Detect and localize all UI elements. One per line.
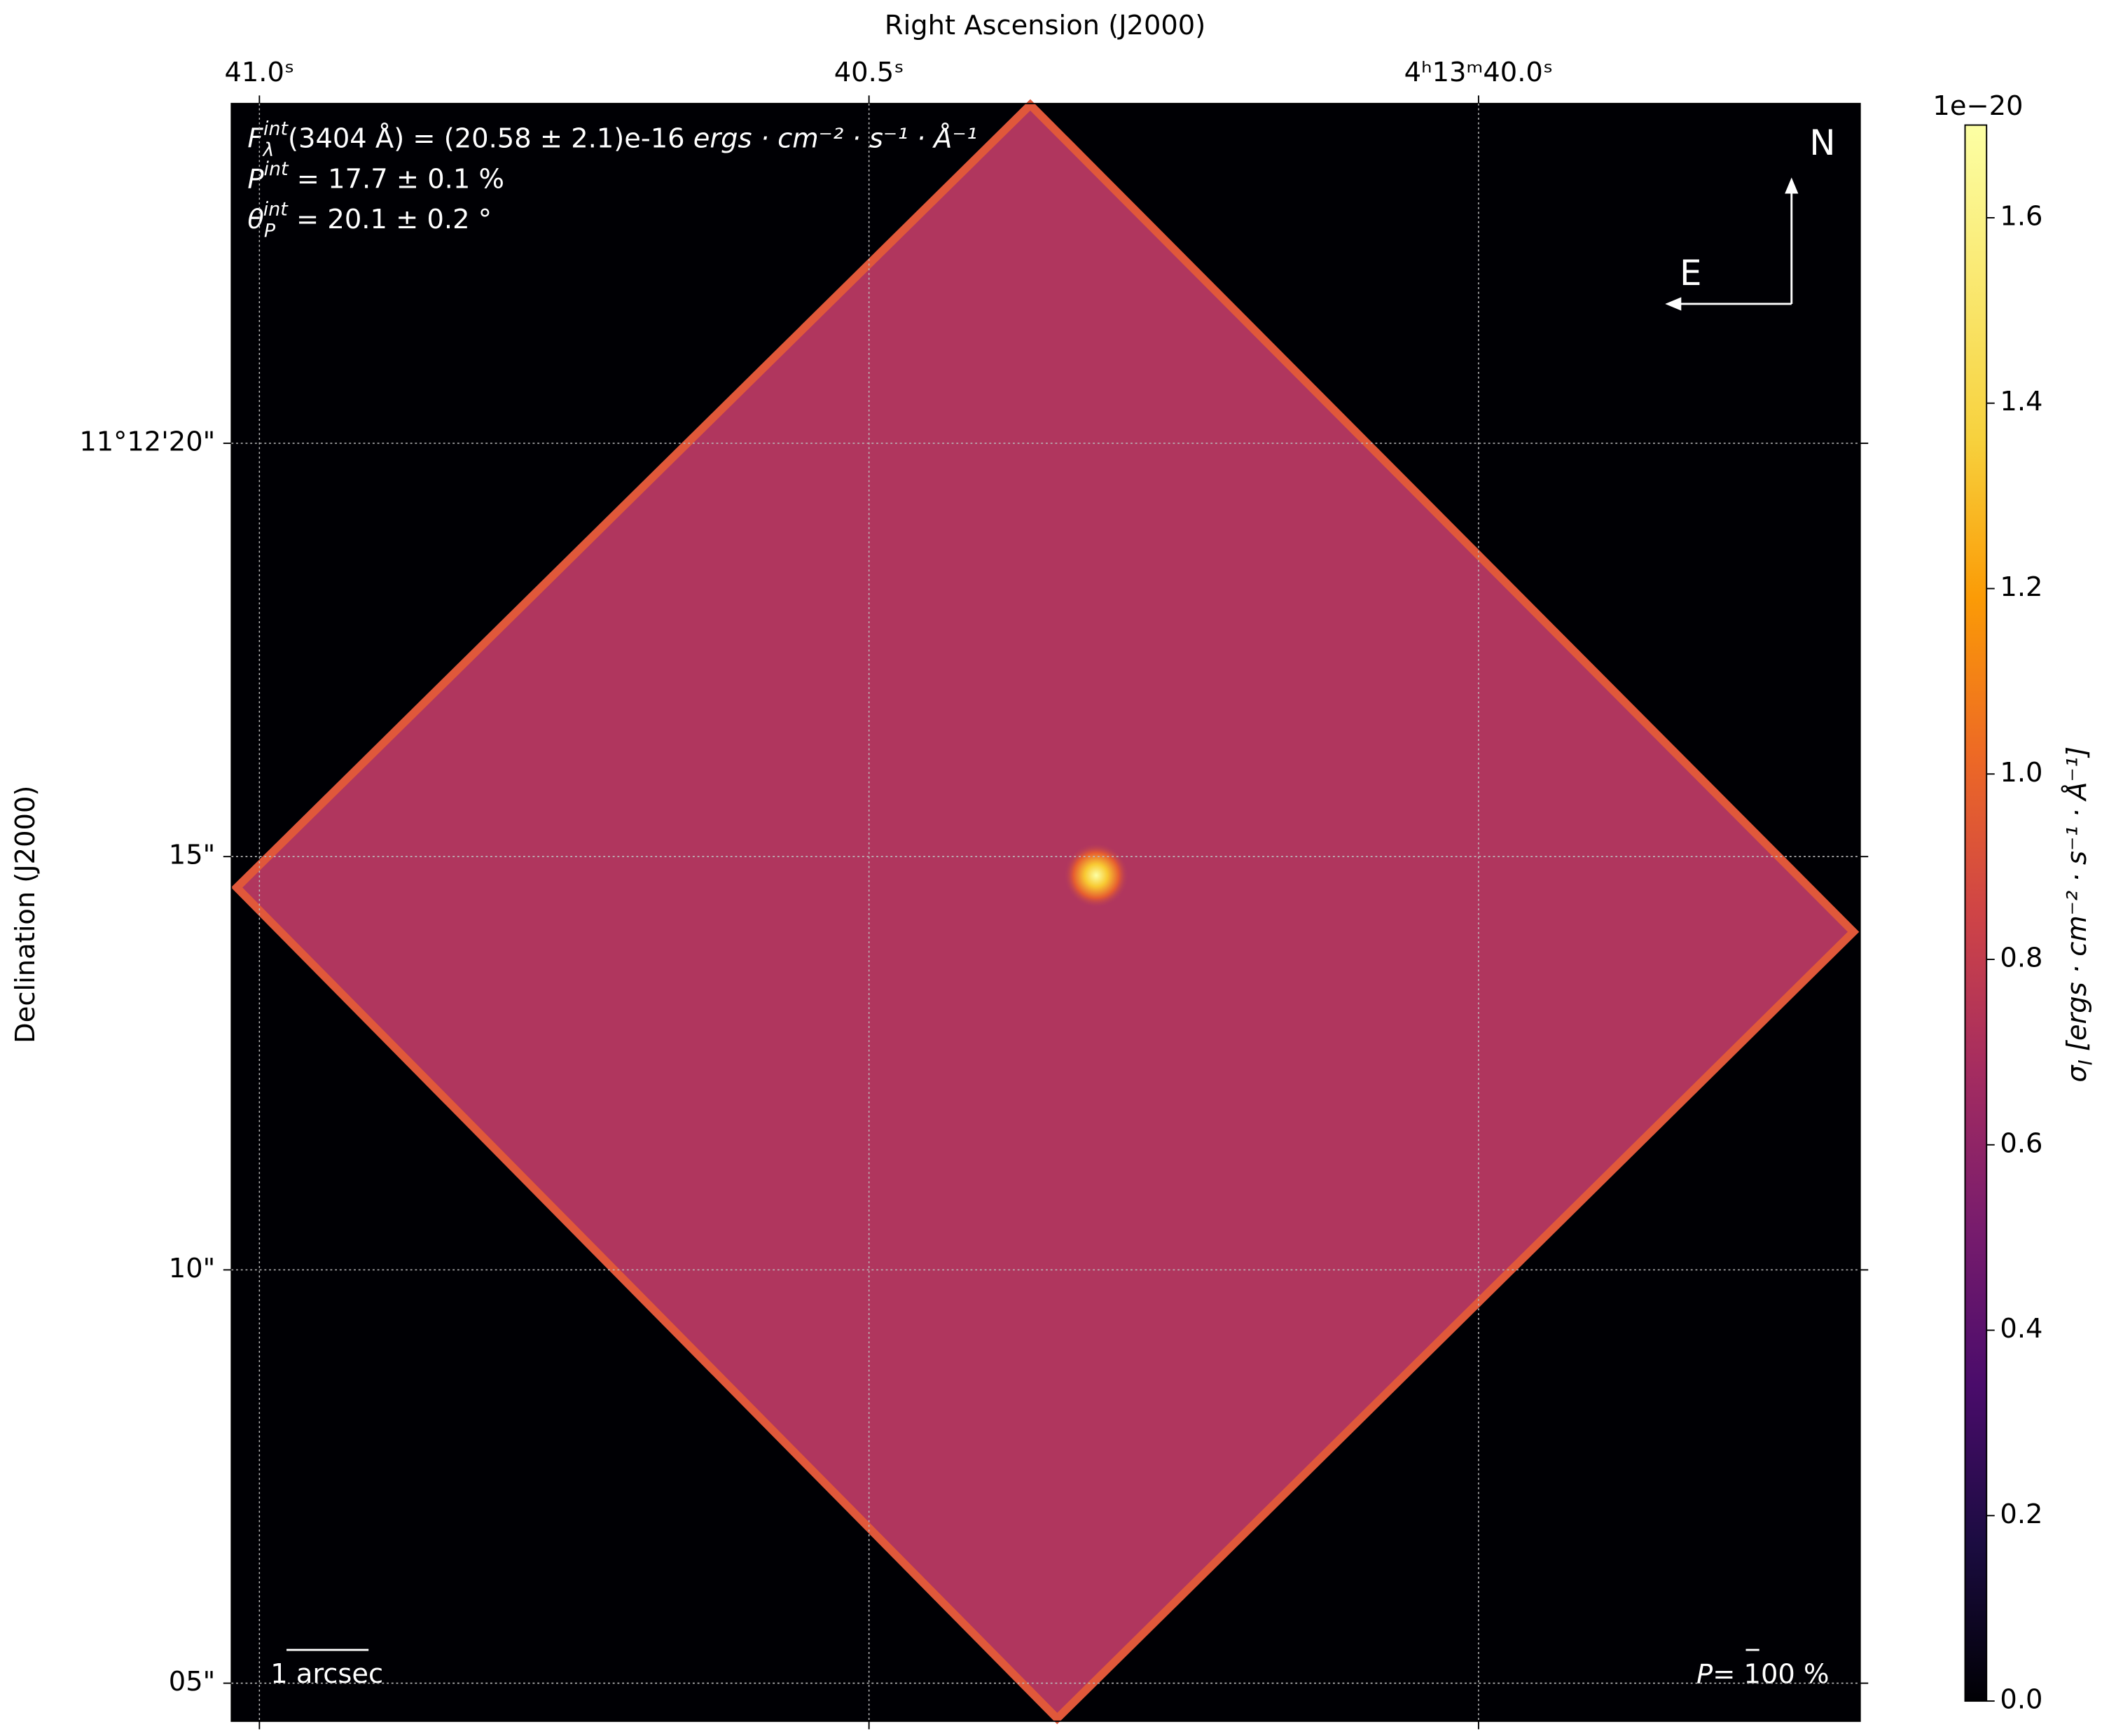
symbol: θ <box>247 203 264 235</box>
x-tick-label: 4ʰ13ᵐ40.0ˢ <box>1404 57 1554 88</box>
scale-bar-label: 1 arcsec <box>270 1658 383 1690</box>
colorbar-tick-label: 1.6 <box>2000 200 2042 232</box>
plot-frame <box>230 102 1861 1722</box>
x-tick-label: 41.0ˢ <box>224 57 294 88</box>
text: = 17.7 ± 0.1 % <box>289 163 504 195</box>
y-tick-label: 15" <box>169 840 216 871</box>
x-axis-title: Right Ascension (J2000) <box>885 10 1205 41</box>
pol-scale-label: P= 100 % <box>1696 1658 1830 1690</box>
source <box>1063 842 1129 908</box>
symbol: P <box>1696 1658 1713 1690</box>
sub: P <box>264 220 276 242</box>
colorbar-tick-label: 1.4 <box>2000 386 2042 417</box>
text: (3404 Å) = (20.58 ± 2.1)e-16 <box>288 121 693 154</box>
symbol: P <box>247 163 264 195</box>
units: [ergs · cm⁻² · s⁻¹ · Å⁻¹] <box>2059 747 2092 1060</box>
colorbar-tick-label: 0.8 <box>2000 943 2042 974</box>
annotations: Fλint(3404 Å) = (20.58 ± 2.1)e-16 ergs ·… <box>247 118 977 242</box>
field-of-view <box>230 99 1860 1725</box>
annotation: θPint = 20.1 ± 0.2 ° <box>247 198 492 242</box>
east-label: E <box>1680 253 1702 293</box>
arrow-head <box>1785 177 1799 194</box>
y-tick-label: 10" <box>169 1253 216 1284</box>
colorbar-tick-label: 0.2 <box>2000 1499 2042 1530</box>
colorbar-label: σI [ergs · cm⁻² · s⁻¹ · Å⁻¹] <box>2059 747 2096 1083</box>
y-tick-label: 05" <box>169 1666 216 1697</box>
colorbar-offset: 1e−20 <box>1932 90 2023 122</box>
colorbar-tick-label: 0.4 <box>2000 1313 2042 1345</box>
arrow-head <box>1665 297 1682 311</box>
colorbar <box>1964 124 1988 1702</box>
sub: λ <box>261 139 274 161</box>
colorbar-tick-label: 1.0 <box>2000 757 2042 789</box>
compass: N E <box>1665 123 1836 311</box>
units: ergs · cm⁻² · s⁻¹ · Å⁻¹ <box>693 121 977 154</box>
y-axis-title: Declination (J2000) <box>10 786 41 1043</box>
sup: int <box>264 158 289 179</box>
annotation: Fλint(3404 Å) = (20.58 ± 2.1)e-16 ergs ·… <box>247 118 977 161</box>
text: = 100 % <box>1713 1658 1829 1690</box>
annotation: Pint = 17.7 ± 0.1 % <box>247 158 504 194</box>
north-label: N <box>1809 123 1835 163</box>
y-tick-label: 11°12'20" <box>79 426 215 457</box>
symbol: F <box>247 123 263 154</box>
x-tick-label: 40.5ˢ <box>834 57 904 88</box>
sup: int <box>263 118 289 139</box>
colorbar-tick-label: 0.0 <box>2000 1684 2042 1716</box>
colorbar-tick-label: 1.2 <box>2000 571 2042 603</box>
sub: I <box>2075 1060 2096 1065</box>
symbol: σ <box>2061 1064 2092 1083</box>
colorbar-tick-label: 0.6 <box>2000 1127 2042 1159</box>
text: = 20.1 ± 0.2 ° <box>288 203 492 235</box>
sup: int <box>263 198 289 220</box>
